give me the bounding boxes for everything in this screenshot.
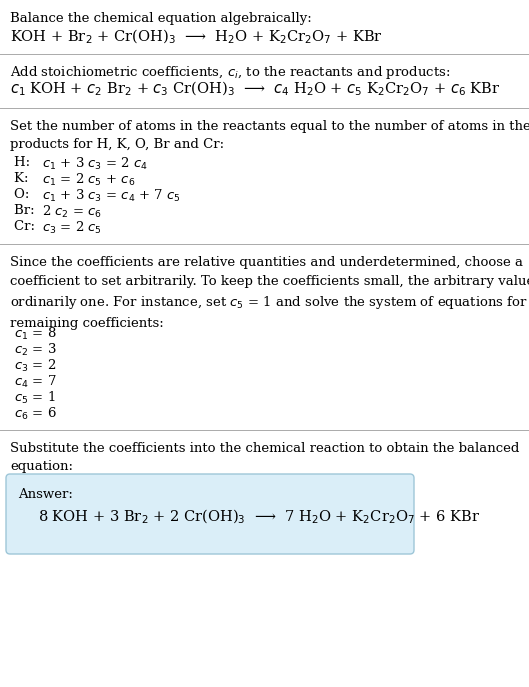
- Text: $c_4$ = 7: $c_4$ = 7: [14, 374, 57, 390]
- Text: Substitute the coefficients into the chemical reaction to obtain the balanced
eq: Substitute the coefficients into the che…: [10, 442, 519, 473]
- Text: $c_1$ = 2 $c_5$ + $c_6$: $c_1$ = 2 $c_5$ + $c_6$: [42, 172, 135, 188]
- Text: 8 KOH + 3 Br$_2$ + 2 Cr(OH)$_3$  ⟶  7 H$_2$O + K$_2$Cr$_2$O$_7$ + 6 KBr: 8 KOH + 3 Br$_2$ + 2 Cr(OH)$_3$ ⟶ 7 H$_2…: [38, 508, 480, 526]
- Text: 2 $c_2$ = $c_6$: 2 $c_2$ = $c_6$: [42, 204, 102, 220]
- Text: $c_1$ + 3 $c_3$ = $c_4$ + 7 $c_5$: $c_1$ + 3 $c_3$ = $c_4$ + 7 $c_5$: [42, 188, 181, 204]
- Text: $c_1$ KOH + $c_2$ Br$_2$ + $c_3$ Cr(OH)$_3$  ⟶  $c_4$ H$_2$O + $c_5$ K$_2$Cr$_2$: $c_1$ KOH + $c_2$ Br$_2$ + $c_3$ Cr(OH)$…: [10, 80, 500, 98]
- Text: $c_1$ + 3 $c_3$ = 2 $c_4$: $c_1$ + 3 $c_3$ = 2 $c_4$: [42, 156, 148, 172]
- Text: Answer:: Answer:: [18, 488, 73, 501]
- Text: Set the number of atoms in the reactants equal to the number of atoms in the
pro: Set the number of atoms in the reactants…: [10, 120, 529, 151]
- Text: Since the coefficients are relative quantities and underdetermined, choose a
coe: Since the coefficients are relative quan…: [10, 256, 529, 330]
- Text: KOH + Br$_2$ + Cr(OH)$_3$  ⟶  H$_2$O + K$_2$Cr$_2$O$_7$ + KBr: KOH + Br$_2$ + Cr(OH)$_3$ ⟶ H$_2$O + K$_…: [10, 28, 382, 47]
- Text: Balance the chemical equation algebraically:: Balance the chemical equation algebraica…: [10, 12, 312, 25]
- Text: $c_6$ = 6: $c_6$ = 6: [14, 406, 57, 422]
- Text: $c_3$ = 2 $c_5$: $c_3$ = 2 $c_5$: [42, 220, 102, 236]
- Text: $c_5$ = 1: $c_5$ = 1: [14, 390, 56, 406]
- FancyBboxPatch shape: [6, 474, 414, 554]
- Text: Br:: Br:: [14, 204, 39, 217]
- Text: $c_1$ = 8: $c_1$ = 8: [14, 326, 57, 342]
- Text: Cr:: Cr:: [14, 220, 39, 233]
- Text: Add stoichiometric coefficients, $c_i$, to the reactants and products:: Add stoichiometric coefficients, $c_i$, …: [10, 64, 450, 81]
- Text: $c_2$ = 3: $c_2$ = 3: [14, 342, 57, 358]
- Text: K:: K:: [14, 172, 37, 185]
- Text: $c_3$ = 2: $c_3$ = 2: [14, 358, 56, 374]
- Text: O:: O:: [14, 188, 38, 201]
- Text: H:: H:: [14, 156, 39, 169]
